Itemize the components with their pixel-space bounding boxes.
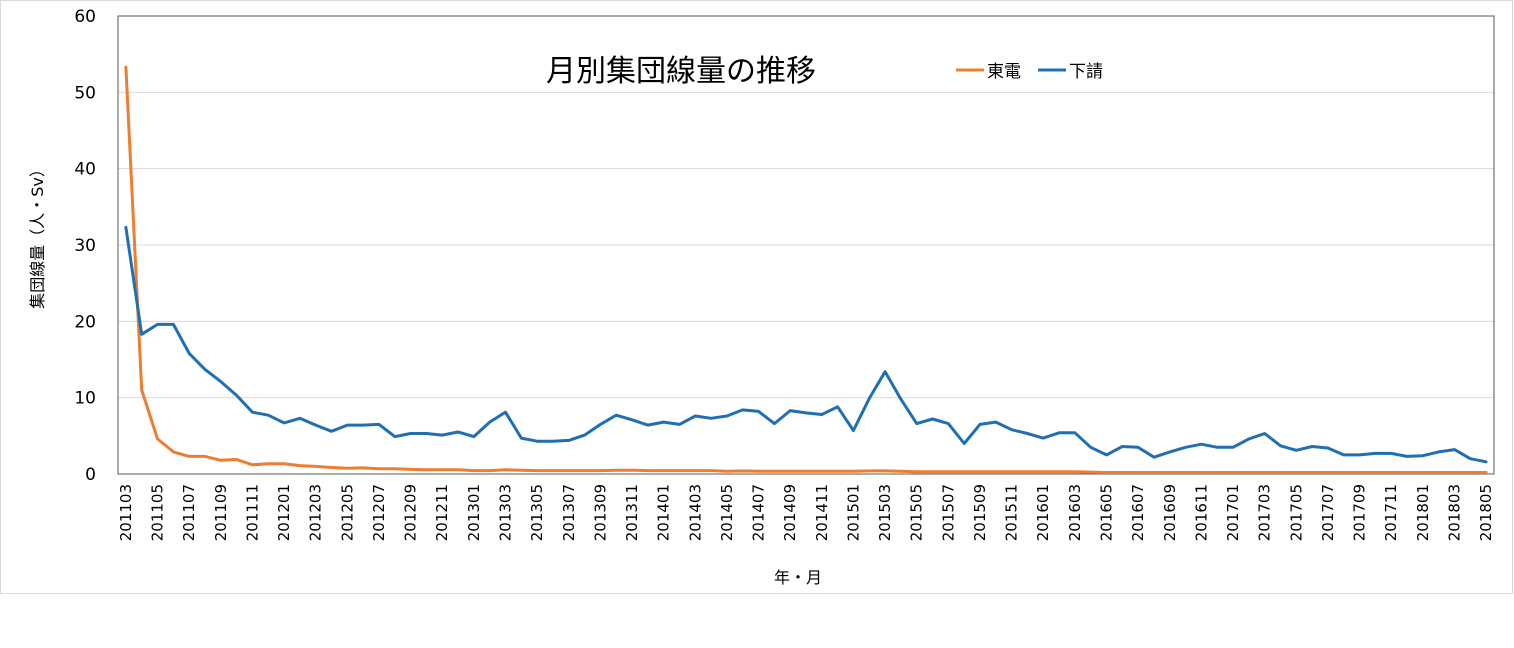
x-tick-label: 201405	[718, 484, 736, 541]
series-lines	[124, 65, 1488, 474]
x-tick-label: 201105	[149, 484, 167, 541]
legend-label-tepco: 東電	[987, 62, 1021, 82]
x-tick-label: 201203	[307, 484, 325, 541]
y-tick-label: 10	[74, 389, 96, 409]
x-tick-label: 201207	[370, 484, 388, 541]
x-tick-label: 201705	[1287, 484, 1305, 541]
x-tick-label: 201103	[117, 484, 135, 541]
plot-area-border	[117, 15, 1495, 475]
chart-container: 0 10 20 30 40 50 60 201103 201105 201107 201109 20…	[0, 0, 1513, 594]
x-tick-label: 201309	[591, 484, 609, 541]
x-tick-label: 201501	[844, 484, 862, 541]
x-tick-label: 201509	[971, 484, 989, 541]
x-tick-label: 201801	[1414, 484, 1432, 541]
x-tick-label: 201709	[1351, 484, 1369, 541]
x-tick-label: 201609	[1161, 484, 1179, 541]
x-tick-label: 201409	[781, 484, 799, 541]
series-line-subcontractor	[124, 225, 1488, 464]
x-tick-label: 201107	[180, 484, 198, 541]
x-tick-label: 201607	[1129, 484, 1147, 541]
y-tick-label: 50	[74, 83, 96, 103]
x-tick-label: 201505	[908, 484, 926, 541]
chart-title: 月別集団線量の推移	[546, 54, 816, 89]
x-tick-label: 201407	[750, 484, 768, 541]
x-tick-label: 201303	[496, 484, 514, 541]
x-tick-label: 201403	[686, 484, 704, 541]
y-tick-label: 20	[74, 312, 96, 332]
y-tick-label: 0	[85, 465, 96, 485]
x-tick-label: 201503	[876, 484, 894, 541]
x-tick-label: 201611	[1192, 484, 1210, 541]
x-tick-label: 201401	[655, 484, 673, 541]
x-tick-label: 201507	[939, 484, 957, 541]
y-tick-label: 60	[74, 7, 96, 27]
x-tick-label: 201511	[1003, 484, 1021, 541]
x-tick-label: 201301	[465, 484, 483, 541]
x-tick-label: 201805	[1477, 484, 1495, 541]
y-tick-label: 40	[74, 160, 96, 180]
x-tick-label: 201211	[433, 484, 451, 541]
x-tick-label: 201201	[275, 484, 293, 541]
x-tick-label: 201305	[528, 484, 546, 541]
legend-label-subcontractor: 下請	[1069, 62, 1103, 82]
y-tick-label: 30	[74, 236, 96, 256]
x-tick-label: 201605	[1098, 484, 1116, 541]
x-tick-label: 201603	[1066, 484, 1084, 541]
x-tick-label: 201205	[338, 484, 356, 541]
x-tick-label: 201311	[623, 484, 641, 541]
x-tick-label: 201707	[1319, 484, 1337, 541]
x-tick-label: 201703	[1256, 484, 1274, 541]
gridlines	[118, 91, 1494, 475]
x-tick-label: 201111	[243, 484, 261, 541]
x-tick-label: 201701	[1224, 484, 1242, 541]
x-tick-label: 201307	[560, 484, 578, 541]
series-line-tepco	[124, 65, 1488, 474]
x-tick-label: 201109	[212, 484, 230, 541]
x-tick-label: 201209	[402, 484, 420, 541]
x-tick-label: 201601	[1034, 484, 1052, 541]
x-tick-label: 201711	[1382, 484, 1400, 541]
x-axis-ticks: 201103 201105 201107 201109 201111 201201 2012…	[117, 484, 1495, 541]
legend: 東電 下請	[956, 62, 1103, 82]
x-tick-label: 201803	[1445, 484, 1463, 541]
y-axis-title: 集団線量（人・Sv）	[28, 161, 47, 309]
y-axis-ticks: 0 10 20 30 40 50 60	[74, 7, 96, 485]
x-axis-title: 年・月	[774, 568, 822, 587]
x-tick-label: 201411	[813, 484, 831, 541]
